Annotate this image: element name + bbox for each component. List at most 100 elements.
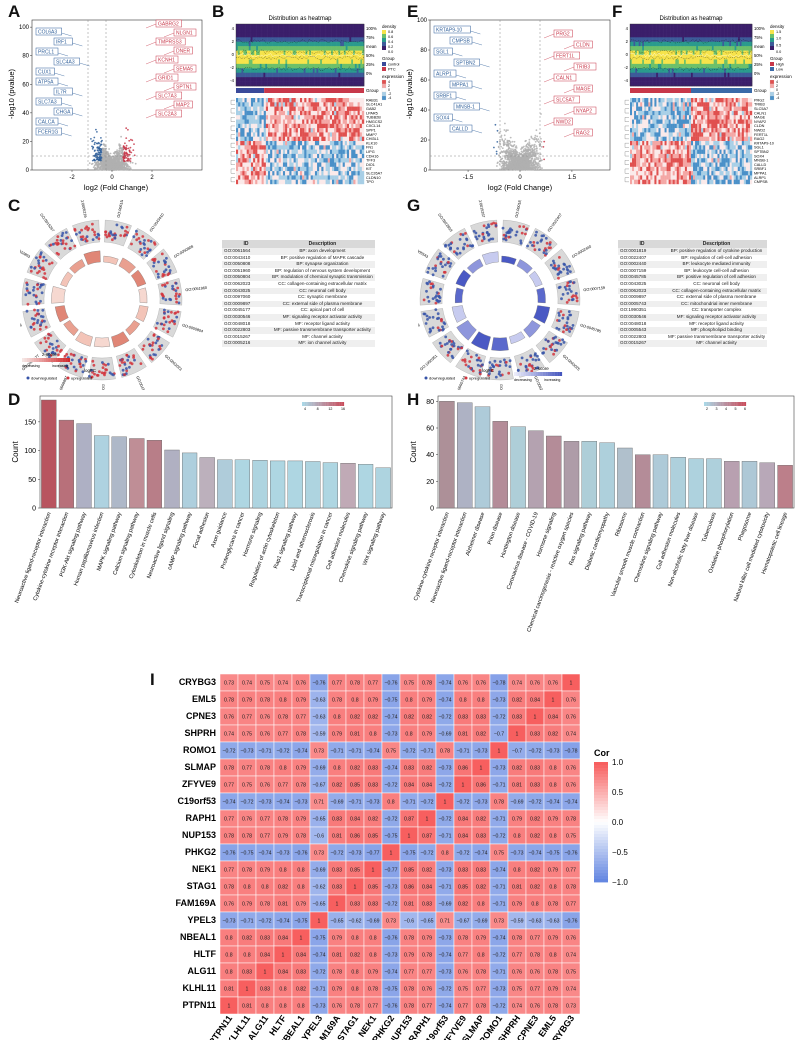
density-cell xyxy=(349,46,352,51)
density-cell xyxy=(278,24,281,29)
density-cell xyxy=(331,55,334,60)
volcano-point xyxy=(495,150,498,153)
density-cell xyxy=(338,72,341,78)
density-axis-label: 2 xyxy=(232,39,235,44)
expression-cell xyxy=(323,162,326,167)
density-cell xyxy=(285,81,288,87)
expression-cell xyxy=(336,166,339,172)
expression-cell xyxy=(265,162,269,167)
gene-label-leader xyxy=(145,59,157,65)
expression-cell xyxy=(304,110,307,116)
density-cell xyxy=(259,68,262,74)
density-cell xyxy=(279,72,283,78)
expression-cell xyxy=(357,128,360,133)
density-cell xyxy=(268,32,272,38)
density-cell xyxy=(268,63,272,69)
density-cell xyxy=(290,41,293,47)
expression-cell xyxy=(246,162,249,167)
density-cell xyxy=(285,24,288,29)
density-cell xyxy=(265,24,268,29)
gene-label-leader xyxy=(57,52,69,57)
expression-cell xyxy=(242,171,245,176)
volcano-point xyxy=(95,152,97,155)
expression-cell xyxy=(250,136,254,142)
density-cell xyxy=(256,28,259,34)
expression-cell xyxy=(244,110,247,116)
expression-cell xyxy=(278,153,281,159)
gene-label-leader xyxy=(163,68,175,74)
expression-cell xyxy=(306,153,309,159)
volcano-point xyxy=(124,163,127,166)
expression-cell xyxy=(314,158,318,163)
density-cell xyxy=(345,55,348,60)
expression-cell xyxy=(355,98,358,103)
density-cell xyxy=(331,41,334,47)
expression-cell xyxy=(240,98,243,103)
volcano-point xyxy=(102,143,105,146)
heatmap-gene-label: HMGCS2 xyxy=(366,120,382,124)
volcano-point xyxy=(509,136,512,139)
density-cell xyxy=(334,55,337,60)
expression-cell xyxy=(272,141,275,146)
expression-cell xyxy=(257,119,260,124)
volcano-point xyxy=(95,128,97,131)
density-cell xyxy=(358,32,361,38)
expression-cell xyxy=(268,123,271,129)
density-cell xyxy=(250,68,253,74)
expression-cell xyxy=(297,123,301,129)
expression-cell xyxy=(246,141,249,146)
expression-cell xyxy=(304,149,307,155)
expression-cell xyxy=(240,162,243,167)
volcano-point xyxy=(133,143,135,146)
expression-cell xyxy=(291,179,294,185)
heatmap-title: Distribution as heatmap xyxy=(268,16,332,22)
expression-cell xyxy=(308,149,311,155)
density-cell xyxy=(351,77,354,82)
expression-cell xyxy=(351,115,354,120)
density-cell xyxy=(323,72,326,78)
expression-cell xyxy=(346,145,350,150)
density-cell xyxy=(254,46,257,51)
volcano-point xyxy=(530,136,533,139)
expression-cell xyxy=(300,106,303,112)
expression-cell xyxy=(338,153,341,159)
density-cell xyxy=(248,81,251,87)
volcano-point xyxy=(110,156,113,159)
gene-label-box xyxy=(173,28,197,37)
volcano-point xyxy=(509,158,512,160)
density-cell xyxy=(349,77,352,82)
density-cell xyxy=(301,81,304,87)
density-legend-swatch xyxy=(382,42,386,46)
expression-cell xyxy=(250,145,254,150)
expression-cell xyxy=(259,171,262,176)
density-cell xyxy=(296,50,299,56)
expression-cell xyxy=(300,102,303,107)
expression-cell xyxy=(317,115,320,120)
expression-cell xyxy=(310,110,313,116)
density-cell xyxy=(334,59,337,65)
volcano-point xyxy=(525,146,527,148)
expression-cell xyxy=(361,179,365,185)
volcano-point xyxy=(120,161,123,164)
volcano-point xyxy=(501,162,504,165)
expression-cell xyxy=(261,98,264,103)
expression-cell xyxy=(244,115,247,120)
density-cell xyxy=(343,46,347,51)
density-cell xyxy=(289,55,292,60)
dendrogram-branch xyxy=(230,143,235,148)
expression-cell xyxy=(338,128,341,133)
density-cell xyxy=(256,24,259,29)
density-cell xyxy=(320,77,323,82)
expression-cell xyxy=(236,128,239,133)
expression-cell xyxy=(323,123,326,129)
expression-cell xyxy=(272,119,275,124)
expression-cell xyxy=(280,115,284,120)
density-cell xyxy=(261,81,264,87)
volcano-point xyxy=(100,165,102,168)
gene-label-box xyxy=(53,107,73,116)
expression-cell xyxy=(272,158,275,163)
density-cell xyxy=(289,24,292,29)
expression-cell xyxy=(349,175,352,180)
expression-cell xyxy=(323,98,326,103)
volcano-point xyxy=(122,145,125,147)
